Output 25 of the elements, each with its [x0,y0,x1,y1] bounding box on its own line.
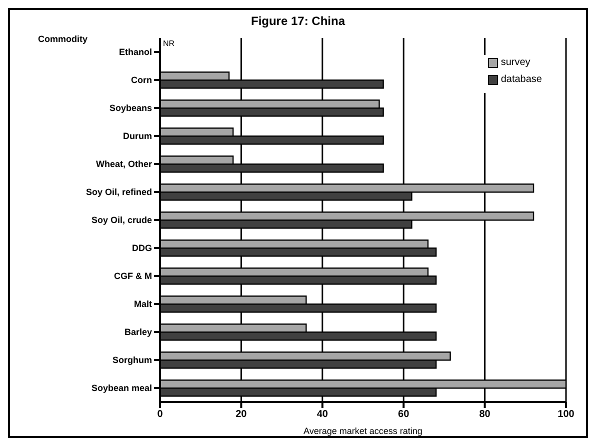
x-tick-label: 20 [236,409,248,420]
annotation: NR [163,39,175,48]
legend-label: survey [500,57,530,68]
legend-label: database [500,74,542,85]
y-tick-label: Soy Oil, crude [91,215,152,226]
y-tick-label: Wheat, Other [96,159,152,170]
y-tick-label: Soybeans [109,103,152,114]
x-tick-label: 40 [316,409,328,420]
y-tick-label: Durum [123,131,152,142]
x-tick-label: 80 [479,409,491,420]
x-axis-title: Average market access rating [304,426,422,436]
y-tick-label: DDG [132,243,152,254]
y-tick-label: Ethanol [119,47,152,58]
y-tick-label: CGF & M [114,271,152,282]
y-tick-label: Corn [131,75,152,86]
x-tick-label: 0 [157,409,164,420]
x-tick-label: 60 [398,409,410,420]
y-axis-title: Commodity [38,34,88,44]
y-tick-label: Malt [134,299,152,310]
y-tick-label: Soy Oil, refined [86,187,152,198]
chart-title: Figure 17: China [250,14,346,28]
y-tick-label: Barley [124,327,152,338]
y-tick-label: Sorghum [112,355,152,366]
y-tick-label: Soybean meal [91,383,152,394]
x-tick-label: 100 [558,409,575,420]
